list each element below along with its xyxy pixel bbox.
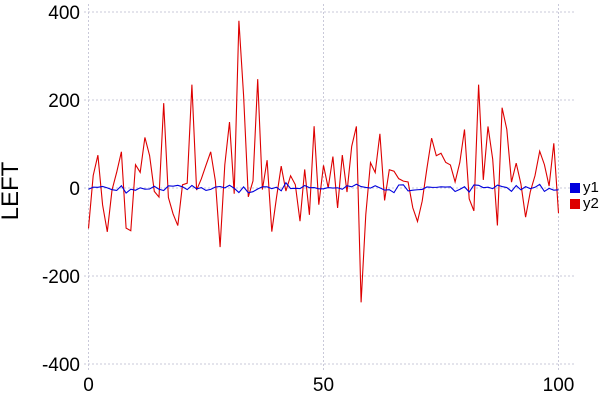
- svg-text:0: 0: [69, 179, 80, 200]
- svg-text:100: 100: [543, 375, 575, 396]
- svg-text:200: 200: [48, 91, 80, 112]
- svg-text:-200: -200: [42, 267, 80, 288]
- svg-text:y1: y1: [583, 179, 599, 196]
- svg-text:400: 400: [48, 3, 80, 24]
- svg-text:50: 50: [313, 375, 334, 396]
- svg-text:-400: -400: [42, 355, 80, 376]
- svg-text:LEFT: LEFT: [0, 161, 24, 220]
- svg-text:y2: y2: [583, 195, 599, 212]
- svg-text:0: 0: [83, 375, 94, 396]
